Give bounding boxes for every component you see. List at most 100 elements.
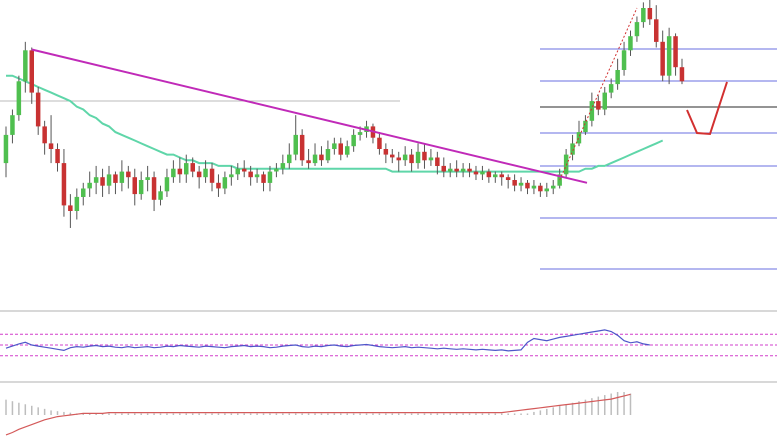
candle-body	[280, 163, 286, 169]
candle-body	[660, 41, 665, 76]
candle-body	[35, 92, 41, 127]
candle-body	[325, 149, 331, 161]
candle-body	[486, 171, 492, 178]
candle-body	[287, 154, 292, 164]
candle-body	[229, 174, 234, 178]
candle-body	[615, 70, 620, 85]
candle-body	[383, 149, 389, 155]
candle-body	[583, 120, 588, 133]
rsi-layer	[0, 329, 777, 357]
candle-body	[87, 182, 92, 189]
candle-body	[435, 157, 440, 166]
candle-body	[184, 163, 189, 175]
candle-body	[402, 154, 408, 161]
candle-body	[415, 151, 421, 164]
candle-body	[235, 168, 240, 175]
candle-body	[126, 171, 131, 178]
candle-body	[499, 174, 504, 178]
candle-body	[48, 143, 54, 149]
candle-body	[473, 171, 479, 175]
candle-body	[306, 160, 311, 164]
candle-body	[74, 196, 80, 211]
candle-body	[544, 188, 549, 192]
candle-body	[248, 171, 253, 178]
candle-body	[641, 8, 646, 23]
candle-body	[29, 50, 34, 93]
candle-body	[299, 134, 305, 161]
projection-zigzag	[686, 81, 728, 136]
candle-body	[570, 143, 575, 155]
candle-body	[441, 165, 446, 172]
candle-body	[576, 132, 582, 144]
candle-body	[312, 154, 318, 164]
candle-body	[589, 101, 595, 121]
candle-body	[557, 174, 562, 186]
candle-body	[267, 171, 273, 183]
candle-body	[493, 174, 498, 178]
candle-body	[480, 171, 485, 175]
candle-body	[422, 151, 427, 161]
candle-body	[512, 180, 517, 186]
candle-body	[119, 171, 125, 183]
candle-body	[23, 50, 28, 82]
candle-body	[132, 177, 137, 195]
candle-body	[209, 168, 215, 183]
candle-body	[138, 180, 144, 195]
candle-body	[100, 177, 105, 186]
candle-body	[390, 154, 395, 158]
candle-body	[351, 134, 356, 147]
candle-body	[608, 84, 614, 93]
candle-body	[396, 157, 401, 161]
candle-body	[293, 134, 298, 155]
candle-body	[460, 168, 466, 172]
macd-panel-bg	[0, 384, 777, 437]
candle-body	[61, 163, 67, 206]
candle-body	[216, 182, 221, 189]
candle-body	[634, 22, 640, 37]
candle-body	[55, 149, 60, 164]
candle-body	[158, 191, 163, 200]
candle-body	[274, 168, 279, 172]
candle-body	[68, 205, 73, 211]
candle-body	[518, 182, 524, 186]
candle-body	[679, 67, 685, 82]
candle-body	[151, 177, 157, 200]
candle-body	[106, 174, 112, 186]
candle-body	[467, 168, 472, 172]
macd-signal-line	[5, 393, 631, 436]
candle-body	[145, 177, 150, 180]
candle-body	[3, 134, 9, 164]
trendline	[31, 48, 588, 184]
candle-body	[190, 163, 195, 172]
candle-body	[338, 143, 343, 155]
candle-body	[531, 185, 537, 189]
candle-body	[538, 185, 543, 192]
candle-body	[357, 132, 363, 135]
candle-body	[171, 168, 176, 178]
rsi-line	[5, 329, 650, 352]
candle-body	[596, 101, 601, 110]
price-panel-bg	[0, 0, 777, 310]
candle-body	[10, 115, 15, 135]
candle-body	[196, 171, 202, 178]
candle-body	[628, 36, 633, 51]
candle-body	[242, 168, 247, 172]
candle-body	[525, 182, 530, 189]
candle-body	[164, 177, 170, 192]
candle-body	[332, 143, 337, 149]
candle-body	[409, 154, 414, 164]
candle-body	[602, 92, 607, 110]
candle-body	[177, 168, 183, 175]
candle-body	[666, 36, 672, 76]
candle-body	[113, 174, 118, 183]
candle-body	[377, 137, 382, 149]
candle-body	[345, 146, 350, 155]
candle-body	[454, 168, 459, 172]
candle-body	[654, 19, 659, 42]
candle-body	[203, 168, 208, 178]
dotted-projection-line	[559, 7, 638, 181]
moving-average-line	[6, 74, 664, 173]
candle-body	[222, 177, 228, 189]
